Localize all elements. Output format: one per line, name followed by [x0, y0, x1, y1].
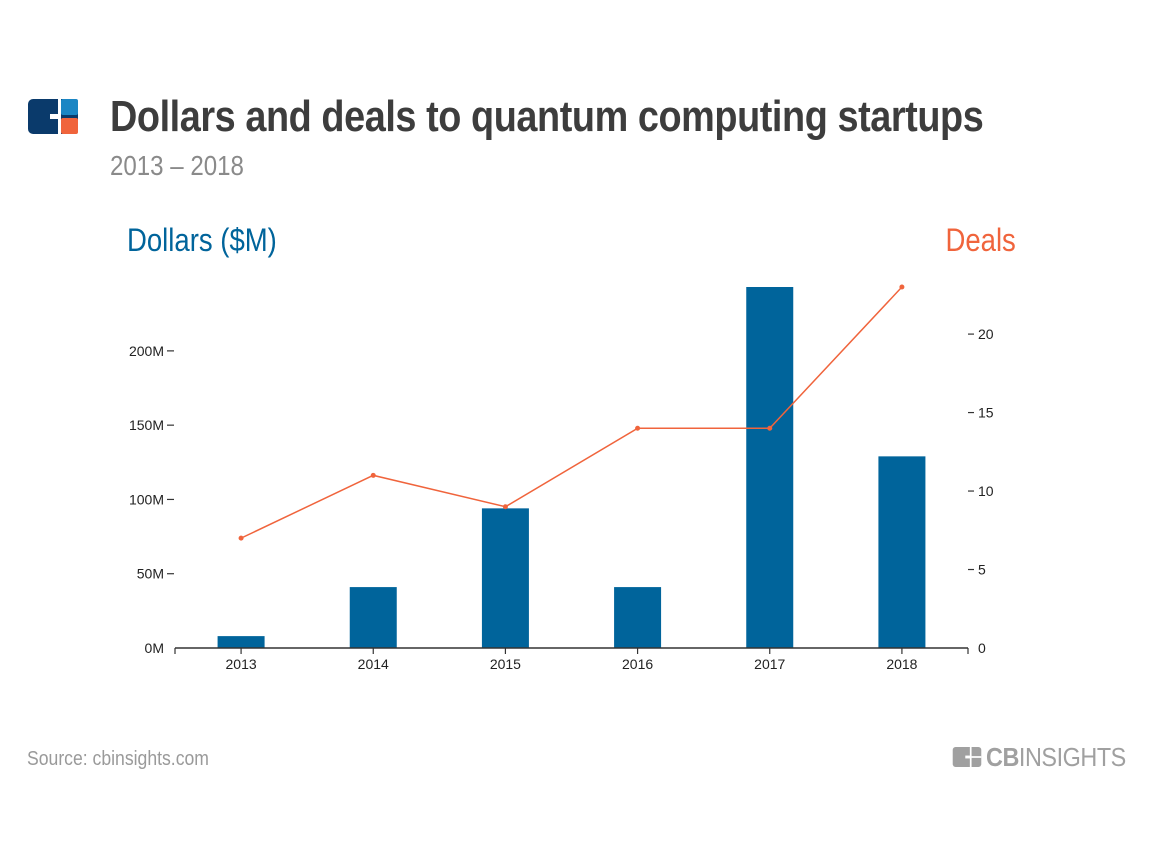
- chart-subtitle: 2013 – 2018: [110, 150, 244, 181]
- bar-2017: [746, 287, 794, 648]
- x-tick-label-2018: 2018: [886, 656, 917, 672]
- x-tick-label-2017: 2017: [754, 656, 785, 672]
- bar-2018: [878, 456, 926, 648]
- x-tick-label-2013: 2013: [226, 656, 257, 672]
- left-y-tick-label: 200M: [129, 343, 164, 359]
- chart-title: Dollars and deals to quantum computing s…: [110, 92, 984, 141]
- right-y-tick-label: 20: [978, 326, 994, 342]
- right-y-tick-label: 10: [978, 483, 994, 499]
- bar-2015: [481, 508, 529, 648]
- x-tick-label-2016: 2016: [622, 656, 653, 672]
- left-y-tick-label: 100M: [129, 491, 164, 507]
- brand-bold-text: CB: [986, 741, 1019, 772]
- line-layer: [238, 284, 905, 541]
- left-y-tick-label: 50M: [137, 566, 164, 582]
- deals-point-2018: [899, 284, 905, 290]
- left-axis-label: Dollars ($M): [127, 222, 277, 258]
- x-tick-label-2014: 2014: [358, 656, 389, 672]
- right-y-tick-label: 15: [978, 405, 994, 421]
- bar-2014: [349, 587, 397, 648]
- deals-point-2017: [767, 425, 773, 431]
- right-y-tick-label: 0: [978, 640, 986, 656]
- brand-light-text: INSIGHTS: [1018, 741, 1126, 772]
- deals-line: [240, 286, 903, 539]
- bar-2016: [614, 587, 662, 648]
- left-y-tick-label: 0M: [145, 640, 164, 656]
- brand-icon: [952, 747, 982, 767]
- deals-point-2015: [502, 504, 508, 510]
- bar-2013: [217, 636, 265, 648]
- source-note: Source: cbinsights.com: [27, 748, 209, 770]
- left-y-tick-label: 150M: [129, 417, 164, 433]
- right-axis-label: Deals: [945, 222, 1016, 258]
- x-tick-label-2015: 2015: [490, 656, 521, 672]
- brand-logo: CBINSIGHTS: [952, 742, 1141, 773]
- deals-point-2014: [370, 472, 376, 478]
- brand-wordmark: CBINSIGHTS: [986, 742, 1126, 773]
- bars-layer: [217, 287, 926, 648]
- cb-insights-logo-icon: [28, 99, 78, 134]
- right-y-tick-label: 5: [978, 562, 986, 578]
- deals-point-2016: [635, 425, 641, 431]
- axes-layer: 2013 2014 2015 2016 2017 20180M50M100M150M200…: [129, 326, 994, 672]
- deals-point-2013: [238, 535, 244, 541]
